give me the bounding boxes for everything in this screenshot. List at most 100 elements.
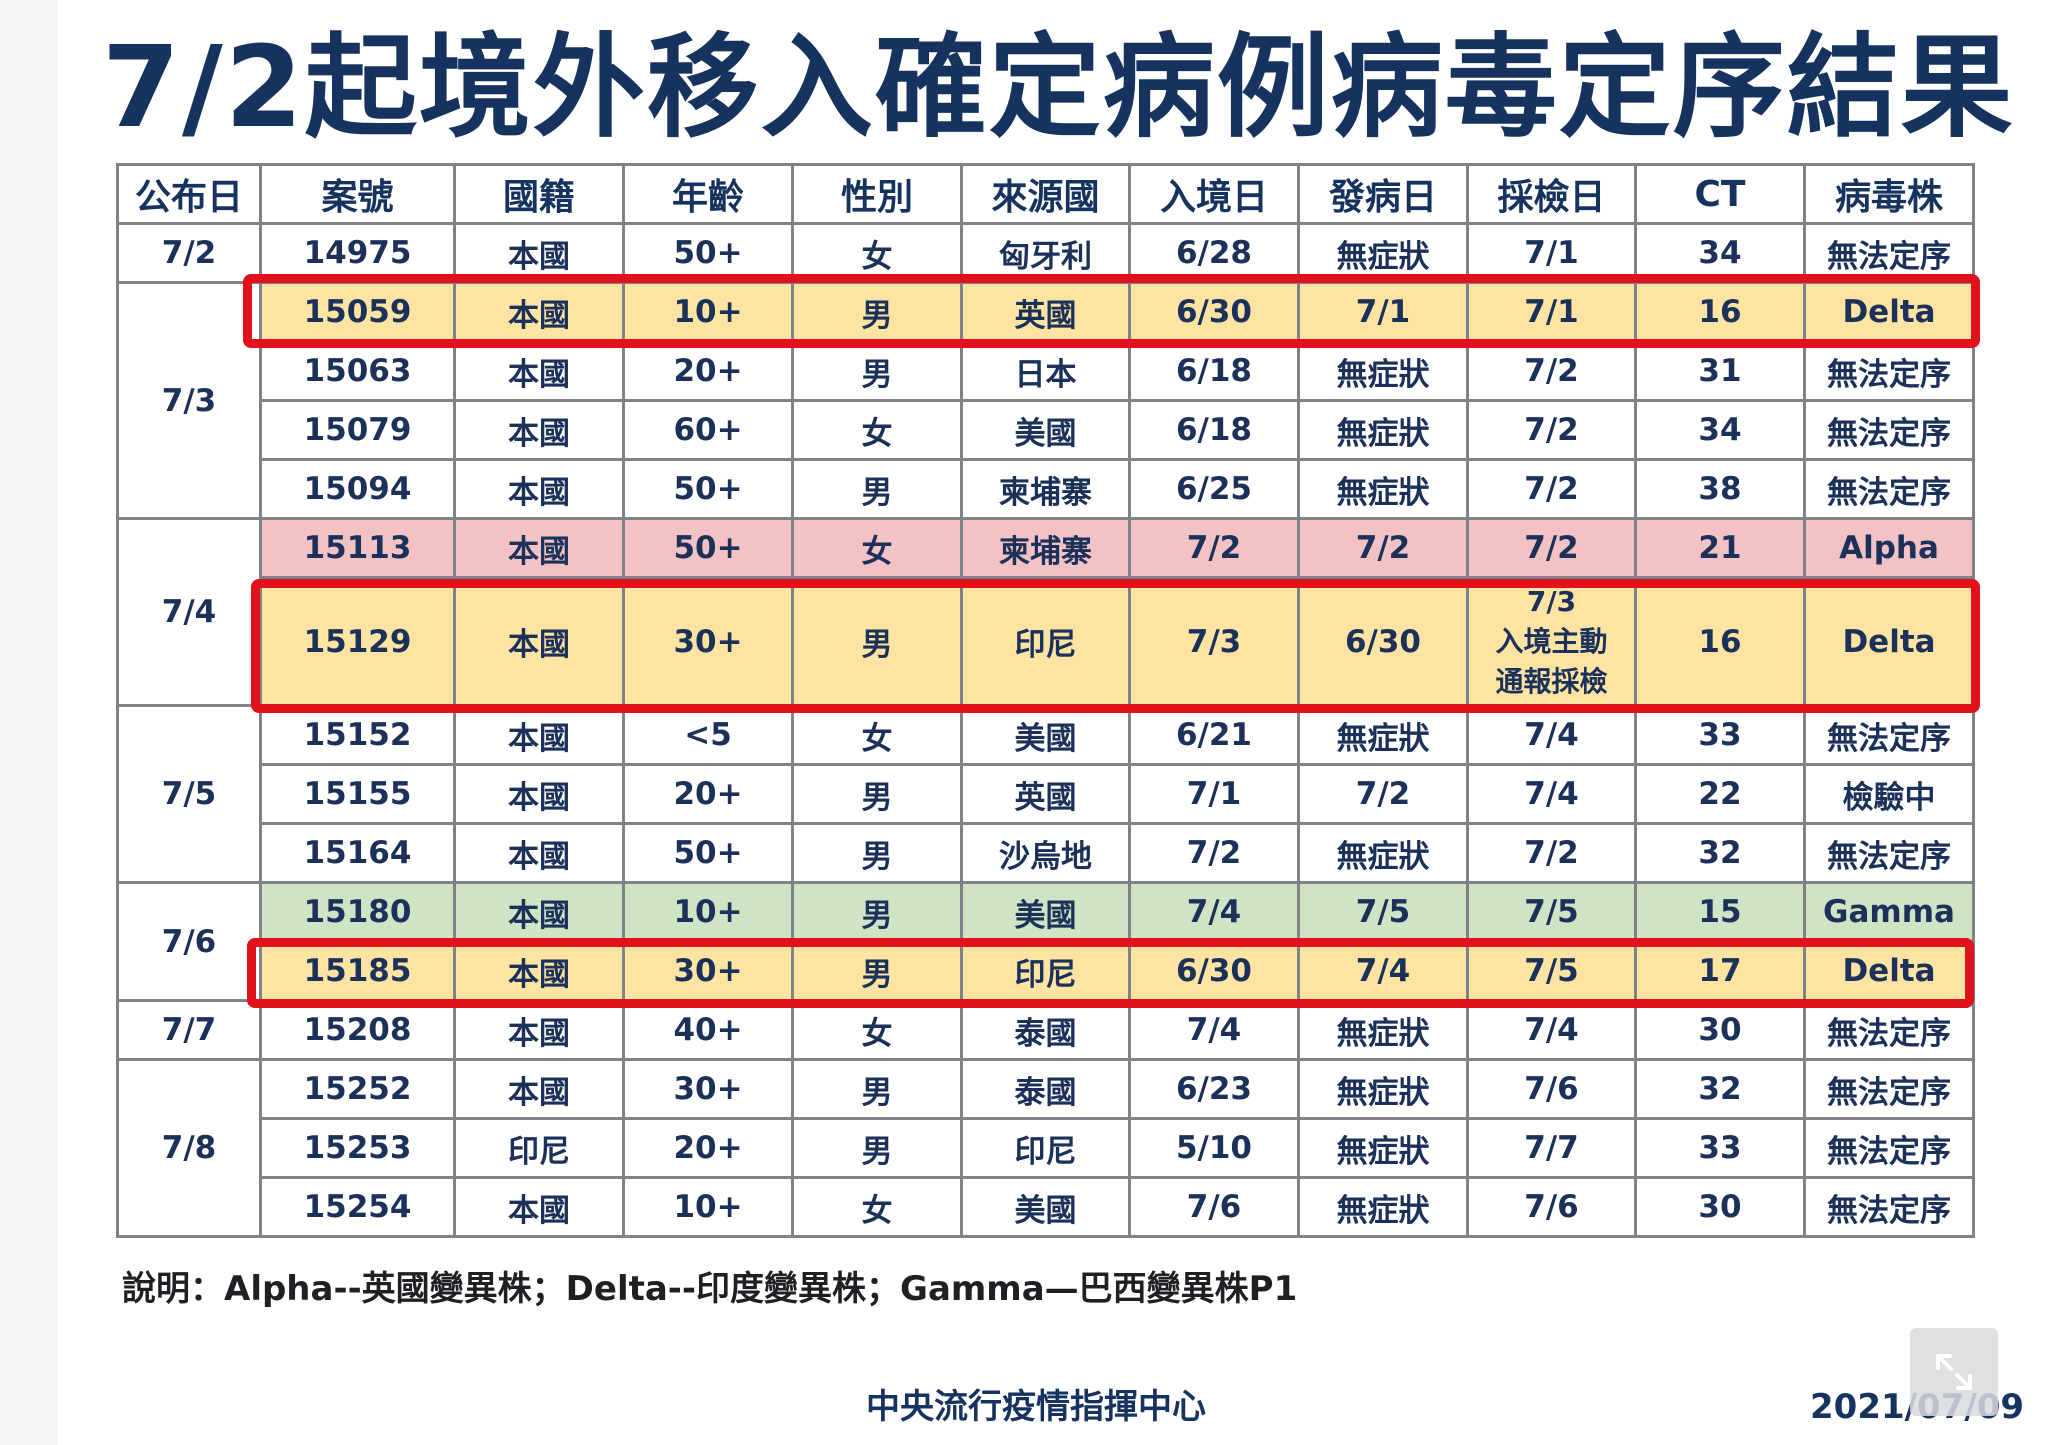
age-cell: 60+ [622, 399, 794, 461]
ct-value-cell: 32 [1634, 1058, 1806, 1120]
onset-date-cell: 7/4 [1297, 940, 1469, 1002]
ct-value-cell: 15 [1634, 881, 1806, 943]
sampling-date-cell: 7/2 [1466, 458, 1637, 520]
case-number-cell: 14975 [259, 222, 456, 284]
table-row: 15129 本國 30+ 男印尼 7/3 6/30 7/3 入境主動 通報採檢 16 Delta [118, 576, 1975, 707]
sampling-date-cell: 7/5 [1466, 881, 1637, 943]
announce-date-cell: 7/4 [116, 517, 262, 707]
age-cell: 40+ [622, 999, 794, 1061]
onset-date-cell: 無症狀 [1297, 999, 1469, 1061]
age-cell: <5 [622, 704, 794, 766]
age-cell: 30+ [622, 1058, 794, 1120]
nationality-cell: 本國 [453, 576, 625, 707]
sampling-note-line: 入境主動 [1495, 624, 1608, 658]
strain-cell: Delta [1803, 576, 1975, 707]
source-agency: 中央流行疫情指揮中心 [866, 1387, 1206, 1427]
nationality-cell: 本國 [453, 1176, 625, 1238]
strain-cell: Alpha [1803, 517, 1975, 579]
table-row: 15094 本國 50+ 男柬埔寨 6/25 無症狀 7/2 38 無法定序 [118, 458, 1975, 520]
entry-date-cell: 7/2 [1128, 517, 1300, 579]
sex-cell: 女 [791, 399, 963, 461]
strain-cell: Delta [1803, 940, 1975, 1002]
case-number-cell: 15129 [259, 576, 456, 707]
case-number-cell: 15252 [259, 1058, 456, 1120]
source-country-cell: 泰國 [960, 999, 1131, 1061]
announce-date-cell: 7/3 [116, 281, 262, 520]
table-row: 15079 本國 60+ 女美國 6/18 無症狀 7/2 34 無法定序 [118, 399, 1975, 461]
onset-date-cell: 無症狀 [1297, 704, 1469, 766]
column-header: 發病日 [1297, 163, 1469, 225]
announce-date-cell: 7/6 [116, 881, 262, 1002]
case-number-cell: 15063 [259, 340, 456, 402]
case-number-cell: 15152 [259, 704, 456, 766]
strain-cell: 無法定序 [1803, 458, 1975, 520]
source-country-cell: 英國 [960, 281, 1131, 343]
table-row: 15253 印尼 20+ 男印尼 5/10 無症狀 7/7 33 無法定序 [118, 1117, 1975, 1179]
table-row: 15063 本國 20+ 男日本 6/18 無症狀 7/2 31 無法定序 [118, 340, 1975, 402]
announce-date-cell: 7/7 [116, 999, 262, 1061]
nationality-cell: 印尼 [453, 1117, 625, 1179]
onset-date-cell: 無症狀 [1297, 222, 1469, 284]
legend-note: 說明：Alpha--英國變異株；Delta--印度變異株；Gamma—巴西變異株… [122, 1269, 1298, 1309]
sampling-date-cell: 7/7 [1466, 1117, 1637, 1179]
entry-date-cell: 7/2 [1128, 822, 1300, 884]
column-header: 案號 [259, 163, 456, 225]
ct-value-cell: 22 [1634, 763, 1806, 825]
case-number-cell: 15094 [259, 458, 456, 520]
strain-cell: 無法定序 [1803, 822, 1975, 884]
age-cell: 10+ [622, 881, 794, 943]
sampling-date-cell: 7/2 [1466, 517, 1637, 579]
onset-date-cell: 無症狀 [1297, 1176, 1469, 1238]
source-country-cell: 印尼 [960, 576, 1131, 707]
case-number-cell: 15208 [259, 999, 456, 1061]
sex-cell: 男 [791, 1058, 963, 1120]
announce-date-cell: 7/8 [116, 1058, 262, 1238]
age-cell: 10+ [622, 281, 794, 343]
onset-date-cell: 7/2 [1297, 517, 1469, 579]
case-number-cell: 15180 [259, 881, 456, 943]
strain-cell: 檢驗中 [1803, 763, 1975, 825]
nationality-cell: 本國 [453, 822, 625, 884]
onset-date-cell: 無症狀 [1297, 399, 1469, 461]
entry-date-cell: 7/4 [1128, 881, 1300, 943]
onset-date-cell: 無症狀 [1297, 340, 1469, 402]
source-country-cell: 柬埔寨 [960, 458, 1131, 520]
sampling-date-cell: 7/1 [1466, 222, 1637, 284]
table-row: 15254 本國 10+ 女美國 7/6 無症狀 7/6 30 無法定序 [118, 1176, 1975, 1238]
sex-cell: 男 [791, 281, 963, 343]
ct-value-cell: 30 [1634, 999, 1806, 1061]
entry-date-cell: 6/30 [1128, 281, 1300, 343]
table-row: 7/7 15208 本國 40+ 女泰國 7/4 無症狀 7/4 30 無法定序 [116, 999, 1975, 1061]
sampling-date-cell: 7/2 [1466, 340, 1637, 402]
sex-cell: 男 [791, 458, 963, 520]
column-header: 年齡 [622, 163, 794, 225]
sex-cell: 女 [791, 1176, 963, 1238]
sex-cell: 女 [791, 222, 963, 284]
source-country-cell: 美國 [960, 399, 1131, 461]
nationality-cell: 本國 [453, 999, 625, 1061]
column-header: 來源國 [960, 163, 1131, 225]
nationality-cell: 本國 [453, 222, 625, 284]
sampling-date-cell: 7/5 [1466, 940, 1637, 1002]
sampling-date-cell: 7/3 入境主動 通報採檢 [1466, 576, 1637, 707]
age-cell: 20+ [622, 340, 794, 402]
table-row: 15155 本國 20+ 男英國 7/1 7/2 7/4 22 檢驗中 [118, 763, 1975, 825]
sampling-date-cell: 7/2 [1466, 399, 1637, 461]
source-country-cell: 印尼 [960, 940, 1131, 1002]
age-cell: 10+ [622, 1176, 794, 1238]
sex-cell: 男 [791, 576, 963, 707]
nationality-cell: 本國 [453, 517, 625, 579]
strain-cell: Delta [1803, 281, 1975, 343]
ct-value-cell: 32 [1634, 822, 1806, 884]
entry-date-cell: 6/25 [1128, 458, 1300, 520]
expand-button[interactable] [1910, 1328, 1998, 1416]
source-country-cell: 日本 [960, 340, 1131, 402]
source-country-cell: 沙烏地 [960, 822, 1131, 884]
ct-value-cell: 31 [1634, 340, 1806, 402]
column-header: 性別 [791, 163, 963, 225]
source-country-cell: 泰國 [960, 1058, 1131, 1120]
age-cell: 50+ [622, 517, 794, 579]
strain-cell: 無法定序 [1803, 1058, 1975, 1120]
table-body: 7/2 14975 本國 50+ 女匈牙利 6/28 無症狀 7/1 34 無法定序 7/3 1505… [116, 222, 1975, 1238]
entry-date-cell: 5/10 [1128, 1117, 1300, 1179]
